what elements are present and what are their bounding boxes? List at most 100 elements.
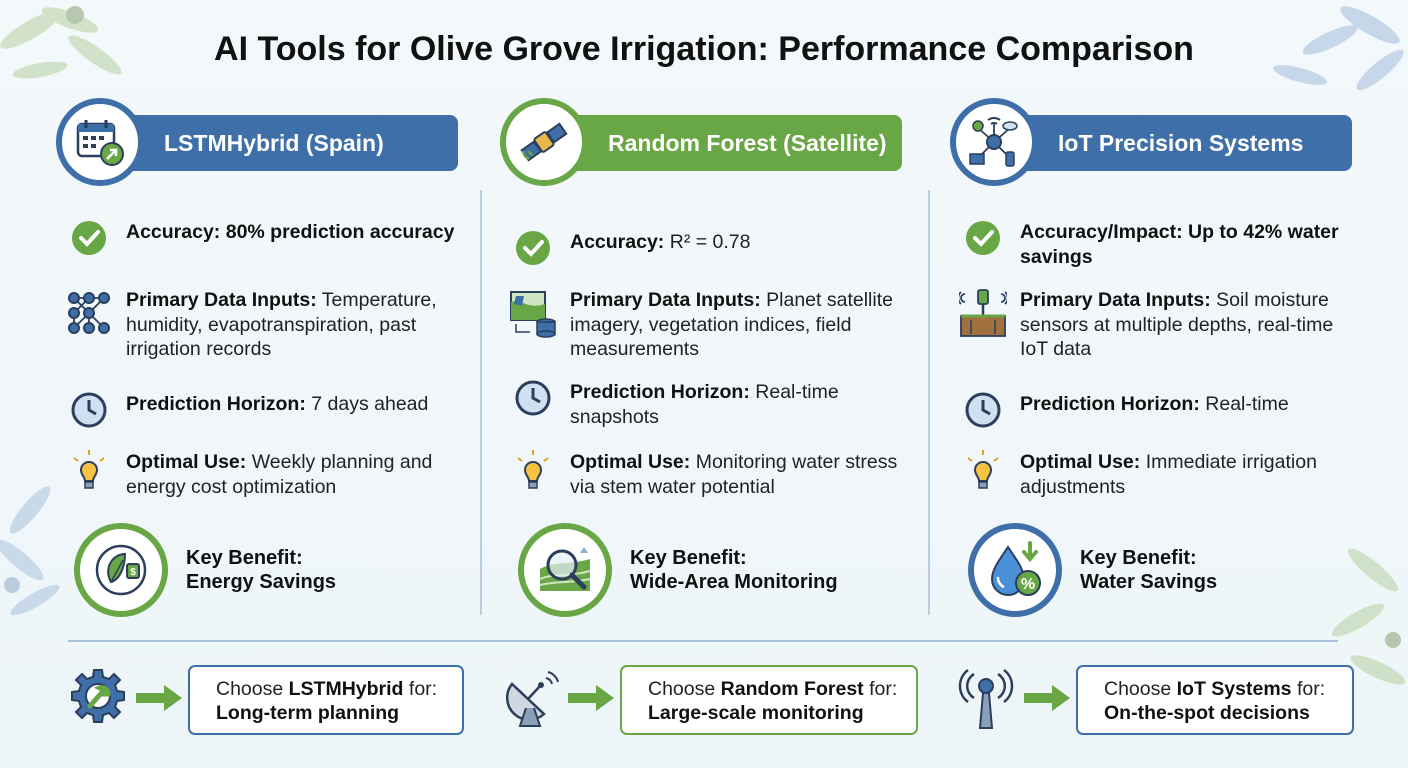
- accuracy-label: Accuracy:: [126, 221, 221, 243]
- right-arrow-icon: [1024, 683, 1072, 718]
- data-inputs-value: Soil moisture sensors at multiple depths…: [1020, 289, 1334, 360]
- rec-suffix: for:: [869, 678, 898, 700]
- accuracy-value: R² = 0.78: [669, 231, 751, 253]
- soil-sensor-icon: [946, 288, 1020, 362]
- svg-text:%: %: [1021, 576, 1035, 593]
- prediction-horizon-row: Prediction Horizon: 7 days ahead: [52, 392, 462, 428]
- accuracy-row: Accuracy: R² = 0.78: [496, 230, 906, 266]
- clock-icon: [496, 380, 570, 429]
- accuracy-value: 80% prediction accuracy: [225, 221, 455, 243]
- rec-purpose: On-the-spot decisions: [1104, 702, 1310, 724]
- key-benefit-label: Key Benefit:: [1080, 547, 1197, 569]
- rec-purpose: Long-term planning: [216, 702, 400, 724]
- optimal-use-value: Immediate irrigation adjustments: [1020, 451, 1317, 498]
- accuracy-value: Up to 42% water savings: [1020, 221, 1339, 268]
- rec-tool: Random Forest: [720, 678, 864, 700]
- key-benefit: Key Benefit: Wide-Area Monitoring: [518, 523, 838, 617]
- prediction-horizon-label: Prediction Horizon:: [1020, 393, 1200, 415]
- optimal-use-label: Optimal Use:: [570, 451, 691, 473]
- column-lstmhybrid: LSTMHybrid (Spain) Accuracy: 80% predict…: [52, 96, 472, 626]
- key-benefit: % Key Benefit: Water Savings: [968, 523, 1217, 617]
- check-circle-icon: [52, 220, 126, 256]
- key-benefit-label: Key Benefit:: [186, 547, 303, 569]
- column-divider: [928, 190, 930, 615]
- accuracy-label: Accuracy/Impact:: [1020, 221, 1183, 243]
- page-title: AI Tools for Olive Grove Irrigation: Per…: [214, 30, 1194, 68]
- prediction-horizon-row: Prediction Horizon: Real-time snapshots: [496, 380, 906, 429]
- optimal-use-row: Optimal Use: Immediate irrigation adjust…: [946, 450, 1356, 499]
- optimal-use-value: Weekly planning and energy cost optimiza…: [126, 451, 433, 498]
- recommendation-random-forest: Choose Random Forest for: Large-scale mo…: [505, 664, 918, 736]
- optimal-use-row: Optimal Use: Monitoring water stress via…: [496, 450, 906, 499]
- accuracy-label: Accuracy:: [570, 231, 665, 253]
- data-inputs-row: Primary Data Inputs: Soil moisture senso…: [946, 288, 1356, 362]
- rec-tool: IoT Systems: [1176, 678, 1292, 700]
- check-circle-icon: [946, 220, 1020, 269]
- column-header-title: IoT Precision Systems: [1058, 129, 1304, 156]
- data-inputs-label: Primary Data Inputs:: [570, 289, 761, 311]
- column-iot-precision: IoT Precision Systems Accuracy/Impact: U…: [946, 96, 1366, 626]
- iot-network-icon: [950, 98, 1038, 186]
- neural-network-icon: [52, 288, 126, 362]
- calendar-trend-icon: [56, 98, 144, 186]
- right-arrow-icon: [568, 683, 616, 718]
- satellite-map-database-icon: [496, 288, 570, 362]
- key-benefit-value: Energy Savings: [186, 571, 337, 593]
- optimal-use-value: Monitoring water stress via stem water p…: [570, 451, 898, 498]
- gear-wrench-icon: [66, 666, 130, 735]
- prediction-horizon-value: 7 days ahead: [311, 393, 429, 415]
- prediction-horizon-value: Real-time snapshots: [570, 381, 839, 428]
- data-inputs-label: Primary Data Inputs:: [126, 289, 317, 311]
- data-inputs-row: Primary Data Inputs: Planet satellite im…: [496, 288, 906, 362]
- field-magnifier-icon: [518, 523, 612, 617]
- rec-prefix: Choose: [1104, 678, 1172, 700]
- column-divider: [480, 190, 482, 615]
- rec-suffix: for:: [1296, 678, 1326, 700]
- column-header: Random Forest (Satellite): [536, 115, 902, 171]
- recommendation-box: Choose Random Forest for: Large-scale mo…: [620, 665, 918, 735]
- satellite-dish-icon: [505, 666, 562, 735]
- prediction-horizon-value: Real-time: [1205, 393, 1289, 415]
- leaf-plug-icon: $: [74, 523, 168, 617]
- svg-text:$: $: [130, 567, 136, 578]
- antenna-tower-icon: [954, 666, 1018, 735]
- rec-tool: LSTMHybrid: [288, 678, 404, 700]
- key-benefit-value: Wide-Area Monitoring: [630, 571, 838, 593]
- prediction-horizon-label: Prediction Horizon:: [570, 381, 750, 403]
- data-inputs-value: Planet satellite imagery, vegetation ind…: [570, 289, 893, 360]
- prediction-horizon-row: Prediction Horizon: Real-time: [946, 392, 1356, 428]
- clock-icon: [946, 392, 1020, 428]
- rec-purpose: Large-scale monitoring: [648, 702, 864, 724]
- lightbulb-icon: [946, 450, 1020, 499]
- optimal-use-label: Optimal Use:: [1020, 451, 1141, 473]
- recommendation-iot: Choose IoT Systems for: On-the-spot deci…: [954, 664, 1354, 736]
- optimal-use-label: Optimal Use:: [126, 451, 247, 473]
- right-arrow-icon: [136, 683, 184, 718]
- optimal-use-row: Optimal Use: Weekly planning and energy …: [52, 450, 462, 499]
- data-inputs-label: Primary Data Inputs:: [1020, 289, 1211, 311]
- accuracy-row: Accuracy/Impact: Up to 42% water savings: [946, 220, 1356, 269]
- clock-icon: [52, 392, 126, 428]
- lightbulb-icon: [496, 450, 570, 499]
- satellite-icon: [500, 98, 588, 186]
- prediction-horizon-label: Prediction Horizon:: [126, 393, 306, 415]
- accuracy-row: Accuracy: 80% prediction accuracy: [52, 220, 462, 256]
- recommendation-lstmhybrid: Choose LSTMHybrid for: Long-term plannin…: [66, 664, 464, 736]
- column-header-title: Random Forest (Satellite): [608, 129, 887, 156]
- rec-prefix: Choose: [216, 678, 284, 700]
- rec-suffix: for:: [408, 678, 438, 700]
- data-inputs-value: Temperature, humidity, evapotranspiratio…: [126, 289, 437, 360]
- lightbulb-icon: [52, 450, 126, 499]
- rec-prefix: Choose: [648, 678, 716, 700]
- column-header: IoT Precision Systems: [986, 115, 1352, 171]
- water-drop-percent-icon: %: [968, 523, 1062, 617]
- recommendation-box: Choose LSTMHybrid for: Long-term plannin…: [188, 665, 464, 735]
- recommendation-box: Choose IoT Systems for: On-the-spot deci…: [1076, 665, 1354, 735]
- column-header: LSTMHybrid (Spain): [92, 115, 458, 171]
- key-benefit-label: Key Benefit:: [630, 547, 747, 569]
- key-benefit: $ Key Benefit: Energy Savings: [74, 523, 336, 617]
- check-circle-icon: [496, 230, 570, 266]
- section-divider: [68, 640, 1338, 642]
- column-header-title: LSTMHybrid (Spain): [164, 129, 384, 156]
- data-inputs-row: Primary Data Inputs: Temperature, humidi…: [52, 288, 462, 362]
